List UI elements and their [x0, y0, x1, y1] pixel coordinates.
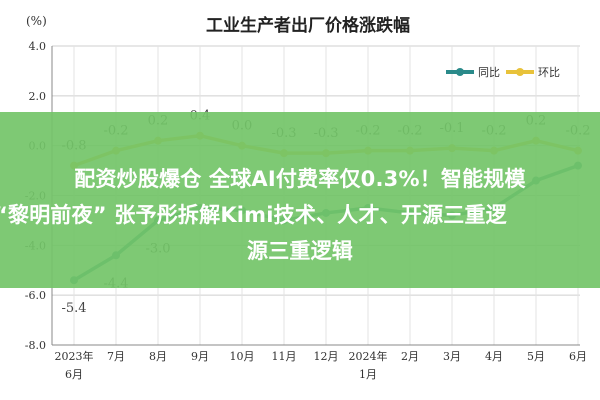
x-tick-label: 4月 [485, 350, 503, 363]
x-tick-label: 7月 [107, 350, 125, 363]
y-tick-label: 2.0 [29, 90, 47, 103]
x-tick-label: 5月 [527, 350, 545, 363]
x-tick-label: 3月 [443, 350, 461, 363]
legend-label-mom: 环比 [538, 66, 560, 79]
y-tick-label: -8.0 [25, 339, 46, 352]
y-tick-label: 4.0 [29, 40, 47, 53]
overlay-headline-line2[interactable]: “黎明前夜” 张予彤拆解Kimi技术、人才、开源三重逻 [0, 203, 507, 227]
overlay-headline-line3[interactable]: 源三重逻辑 [247, 239, 353, 263]
y-unit-label: (%) [26, 14, 47, 28]
x-tick-label: 2023年 6月 [55, 349, 94, 381]
legend-label-yoy: 同比 [478, 66, 500, 79]
chart-title: 工业生产者出厂价格涨跌幅 [206, 15, 410, 36]
x-tick-label: 2024年 1月 [349, 349, 388, 381]
legend-marker-yoy [456, 68, 464, 76]
x-tick-label: 10月 [230, 350, 255, 363]
x-tick-label: 12月 [314, 350, 339, 363]
legend-marker-mom [516, 68, 524, 76]
x-tick-label: 11月 [272, 350, 297, 363]
promo-overlay-banner[interactable] [0, 112, 600, 288]
data-label-yoy: -5.4 [61, 301, 86, 316]
overlay-headline-line1[interactable]: 配资炒股爆仓 全球AI付费率仅0.3%！智能规模 [74, 167, 526, 191]
legend: 同比 环比 [446, 66, 560, 79]
y-tick-label: -6.0 [25, 289, 46, 302]
x-tick-label: 2月 [401, 350, 419, 363]
x-tick-label: 8月 [149, 350, 167, 363]
x-tick-label: 9月 [191, 350, 209, 363]
x-tick-label: 6月 [569, 350, 587, 363]
